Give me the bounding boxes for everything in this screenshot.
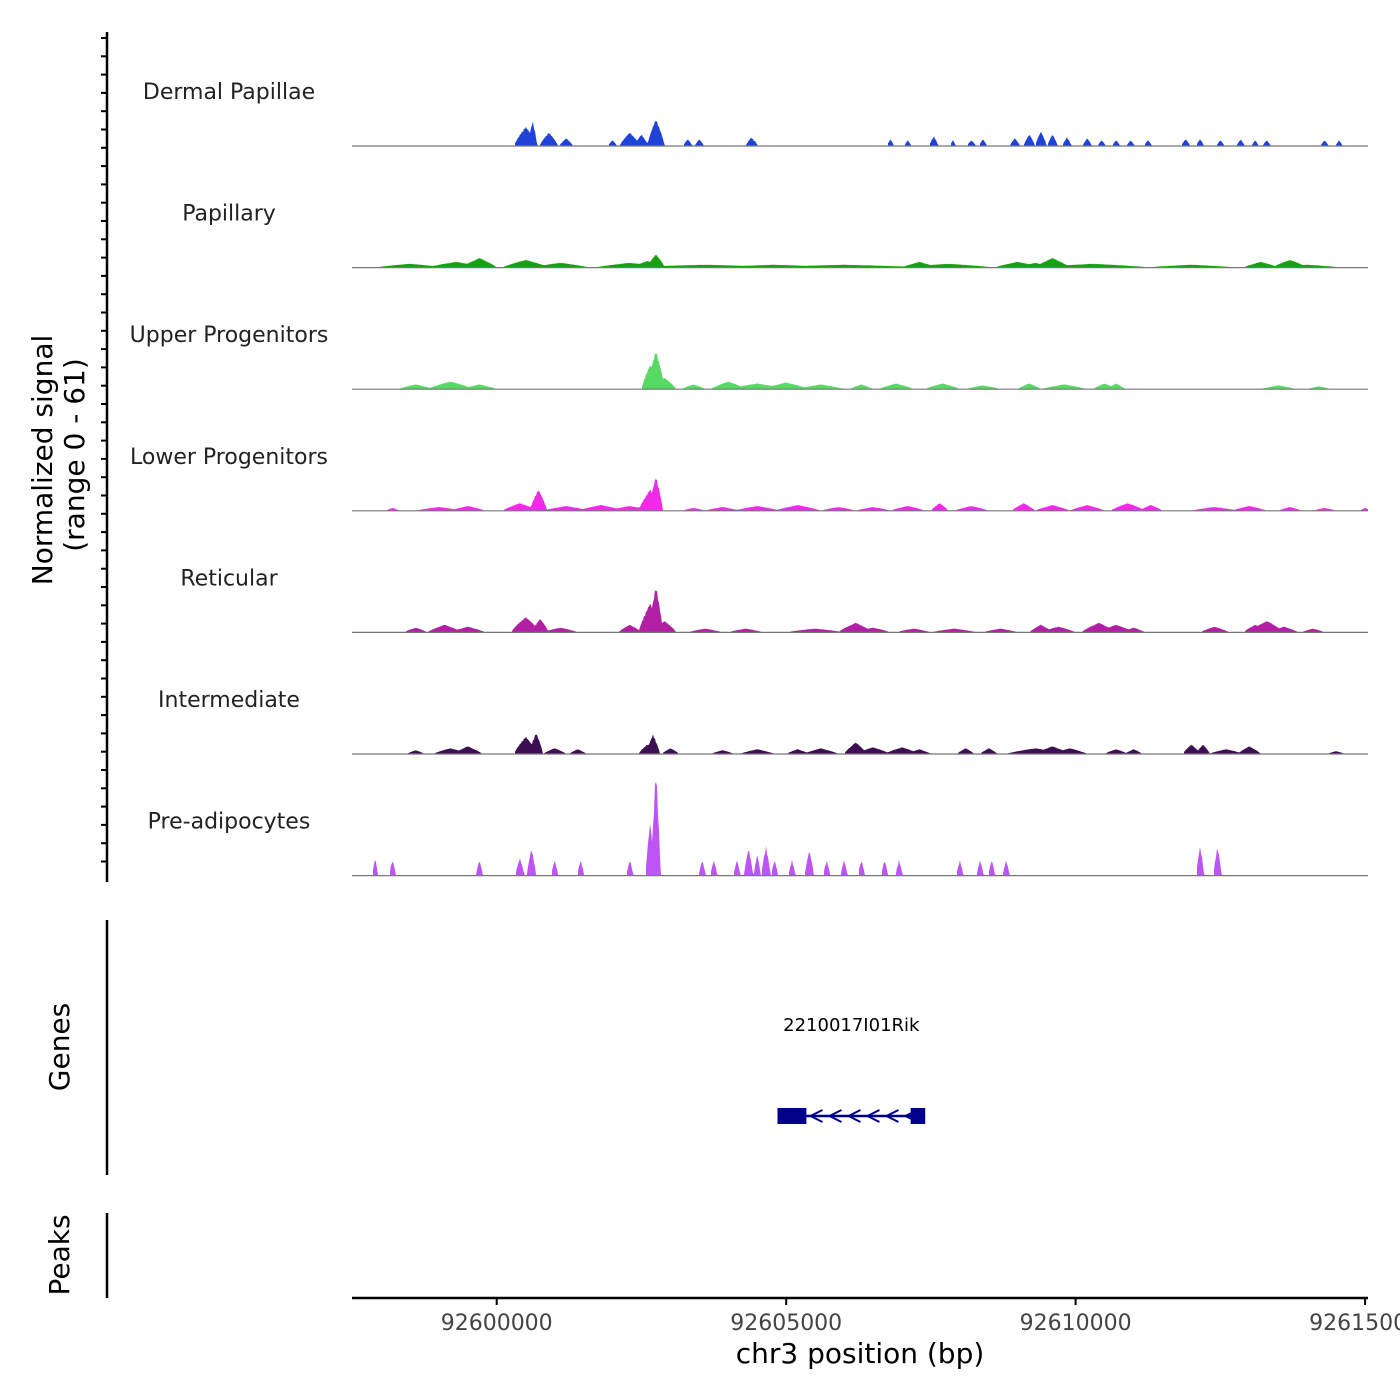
signal-axis-title-line2: (range 0 - 61) xyxy=(58,358,91,552)
signal-area xyxy=(387,478,1368,511)
strand-arrow xyxy=(884,1109,899,1123)
strand-arrow xyxy=(846,1109,861,1123)
track-intermediate: Intermediate xyxy=(158,688,1368,755)
strand-arrow xyxy=(903,1109,918,1123)
strand-arrow xyxy=(827,1109,842,1123)
track-label: Dermal Papillae xyxy=(143,80,315,105)
signal-area xyxy=(406,589,1324,633)
x-tick-label: 92605000 xyxy=(730,1311,842,1336)
strand-arrow xyxy=(808,1109,823,1123)
gene-exon xyxy=(910,1108,926,1124)
track-label: Upper Progenitors xyxy=(130,323,329,348)
track-label: Lower Progenitors xyxy=(130,445,328,470)
track-label: Papillary xyxy=(182,202,276,227)
x-tick-label: 92600000 xyxy=(441,1311,553,1336)
gene-track: 2210017I01Rik xyxy=(777,1015,926,1124)
track-lower-progenitors: Lower Progenitors xyxy=(130,445,1368,512)
signal-tracks: Dermal Papillae Papillary Upper Progenitor… xyxy=(130,80,1368,877)
signal-area xyxy=(400,352,1329,390)
track-reticular: Reticular xyxy=(180,566,1368,634)
strand-arrow xyxy=(865,1109,880,1123)
peaks-panel-label: Peaks xyxy=(43,1214,76,1295)
genes-panel-label: Genes xyxy=(43,1003,76,1091)
track-label: Reticular xyxy=(180,566,278,591)
track-pre-adipocytes: Pre-adipocytes xyxy=(148,782,1368,877)
x-tick-label: 92615000 xyxy=(1309,1311,1400,1336)
x-axis-ticks: 92600000 92605000 92610000 92615000 xyxy=(441,1298,1400,1336)
signal-axis-title-line1: Normalized signal xyxy=(26,335,59,586)
track-label: Pre-adipocytes xyxy=(148,810,311,835)
x-axis-title: chr3 position (bp) xyxy=(736,1337,985,1370)
track-upper-progenitors: Upper Progenitors xyxy=(130,323,1368,390)
gene-exon xyxy=(777,1108,807,1124)
x-tick-label: 92610000 xyxy=(1020,1311,1132,1336)
signal-area xyxy=(373,782,1222,876)
signal-area xyxy=(408,734,1344,754)
signal-area xyxy=(515,120,1343,146)
track-papillary: Papillary xyxy=(182,202,1368,269)
track-dermal-papillae: Dermal Papillae xyxy=(143,80,1368,147)
signal-area xyxy=(379,254,1338,268)
signal-axis-ticks xyxy=(101,37,107,863)
track-label: Intermediate xyxy=(158,688,300,713)
gene-name: 2210017I01Rik xyxy=(783,1015,920,1036)
